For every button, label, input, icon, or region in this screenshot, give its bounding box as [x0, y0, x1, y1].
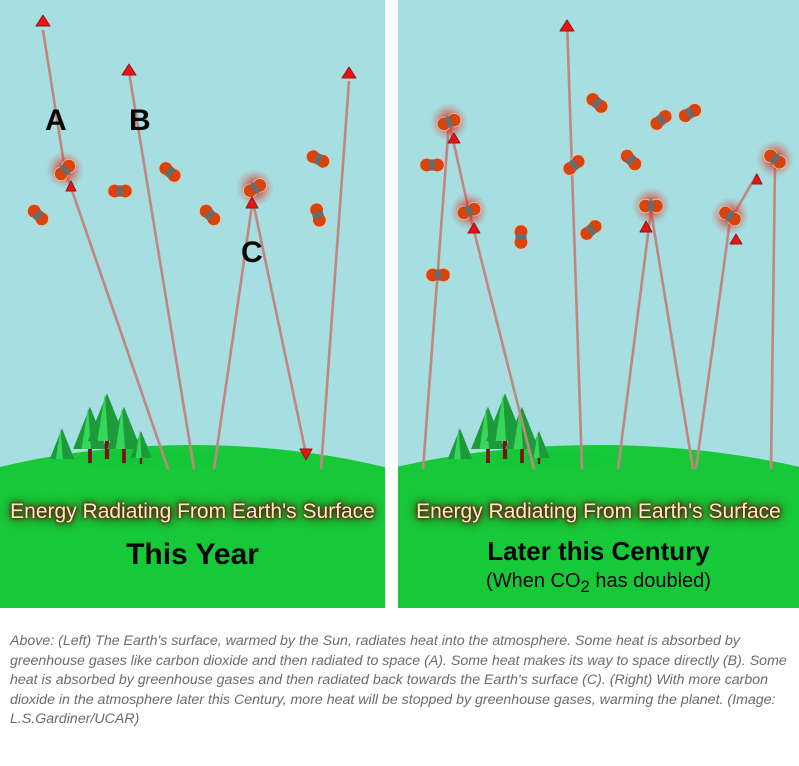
svg-text:A: A	[45, 104, 67, 137]
svg-text:C: C	[241, 236, 263, 269]
svg-text:B: B	[129, 104, 151, 137]
